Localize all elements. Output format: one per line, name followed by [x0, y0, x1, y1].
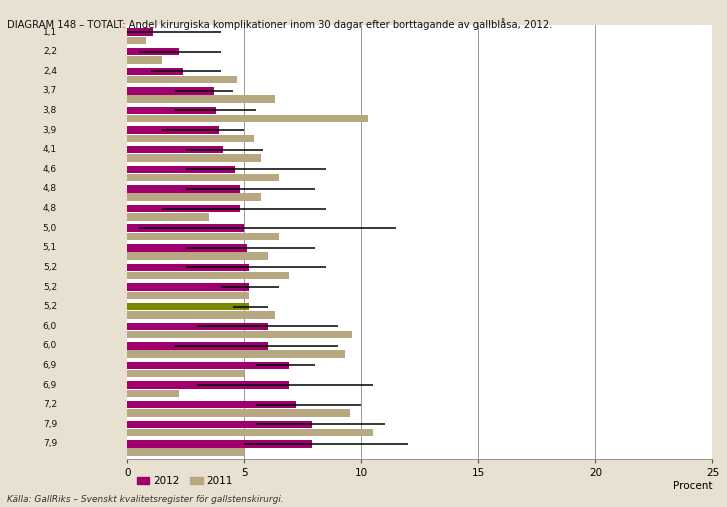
- Bar: [127, 115, 369, 123]
- Text: 4,1: 4,1: [43, 145, 57, 154]
- Bar: [127, 174, 279, 182]
- Text: 6,0: 6,0: [43, 322, 57, 331]
- Text: 6,9: 6,9: [43, 361, 57, 370]
- Text: 7,2: 7,2: [43, 400, 57, 409]
- Text: 1,1: 1,1: [43, 27, 57, 37]
- Legend: 2012, 2011: 2012, 2011: [132, 472, 237, 490]
- Bar: [127, 440, 312, 448]
- Bar: [127, 370, 244, 377]
- Bar: [127, 311, 275, 318]
- Bar: [127, 154, 261, 162]
- Text: 5,2: 5,2: [43, 263, 57, 272]
- Bar: [127, 361, 289, 369]
- Bar: [127, 166, 235, 173]
- Bar: [127, 194, 261, 201]
- Bar: [127, 303, 249, 310]
- Bar: [127, 67, 183, 75]
- Bar: [127, 389, 179, 397]
- Bar: [127, 134, 254, 142]
- Text: 7,9: 7,9: [43, 440, 57, 448]
- Text: Källa: GallRiks – Svenskt kvalitetsregister för gallstenskirurgi.: Källa: GallRiks – Svenskt kvalitetsregis…: [7, 495, 284, 504]
- Text: 5,1: 5,1: [43, 243, 57, 252]
- Bar: [127, 244, 246, 251]
- Text: 3,8: 3,8: [43, 106, 57, 115]
- Bar: [127, 401, 296, 409]
- Bar: [127, 233, 279, 240]
- Bar: [127, 126, 219, 134]
- Text: 4,8: 4,8: [43, 185, 57, 194]
- Bar: [127, 283, 249, 291]
- Bar: [127, 322, 268, 330]
- Bar: [127, 48, 179, 55]
- Bar: [127, 342, 268, 350]
- Bar: [127, 213, 209, 221]
- Bar: [127, 448, 244, 456]
- Bar: [127, 292, 249, 299]
- Text: 5,2: 5,2: [43, 282, 57, 292]
- Bar: [127, 28, 153, 36]
- Text: 5,0: 5,0: [43, 224, 57, 233]
- Bar: [127, 272, 289, 279]
- Text: 5,2: 5,2: [43, 302, 57, 311]
- Text: 6,0: 6,0: [43, 341, 57, 350]
- Bar: [127, 205, 240, 212]
- Bar: [127, 264, 249, 271]
- Text: 3,7: 3,7: [43, 86, 57, 95]
- Text: 6,9: 6,9: [43, 381, 57, 389]
- Text: 4,8: 4,8: [43, 204, 57, 213]
- Bar: [127, 421, 312, 428]
- Text: 4,6: 4,6: [43, 165, 57, 174]
- Bar: [127, 37, 146, 44]
- Text: 2,4: 2,4: [43, 67, 57, 76]
- Text: 7,9: 7,9: [43, 420, 57, 429]
- Text: 3,9: 3,9: [43, 126, 57, 134]
- Bar: [127, 95, 275, 103]
- Bar: [127, 185, 240, 193]
- Bar: [127, 252, 268, 260]
- Bar: [127, 429, 373, 437]
- Bar: [127, 87, 214, 95]
- Bar: [127, 76, 237, 83]
- Text: 2,2: 2,2: [43, 47, 57, 56]
- Bar: [127, 225, 244, 232]
- Bar: [127, 107, 216, 114]
- Bar: [127, 331, 352, 338]
- Bar: [127, 350, 345, 358]
- Bar: [127, 381, 289, 389]
- Bar: [127, 409, 350, 417]
- X-axis label: Procent: Procent: [673, 481, 712, 491]
- Bar: [127, 146, 223, 154]
- Text: DIAGRAM 148 – TOTALT: Andel kirurgiska komplikationer inom 30 dagar efter bortta: DIAGRAM 148 – TOTALT: Andel kirurgiska k…: [7, 18, 553, 29]
- Bar: [127, 56, 162, 63]
